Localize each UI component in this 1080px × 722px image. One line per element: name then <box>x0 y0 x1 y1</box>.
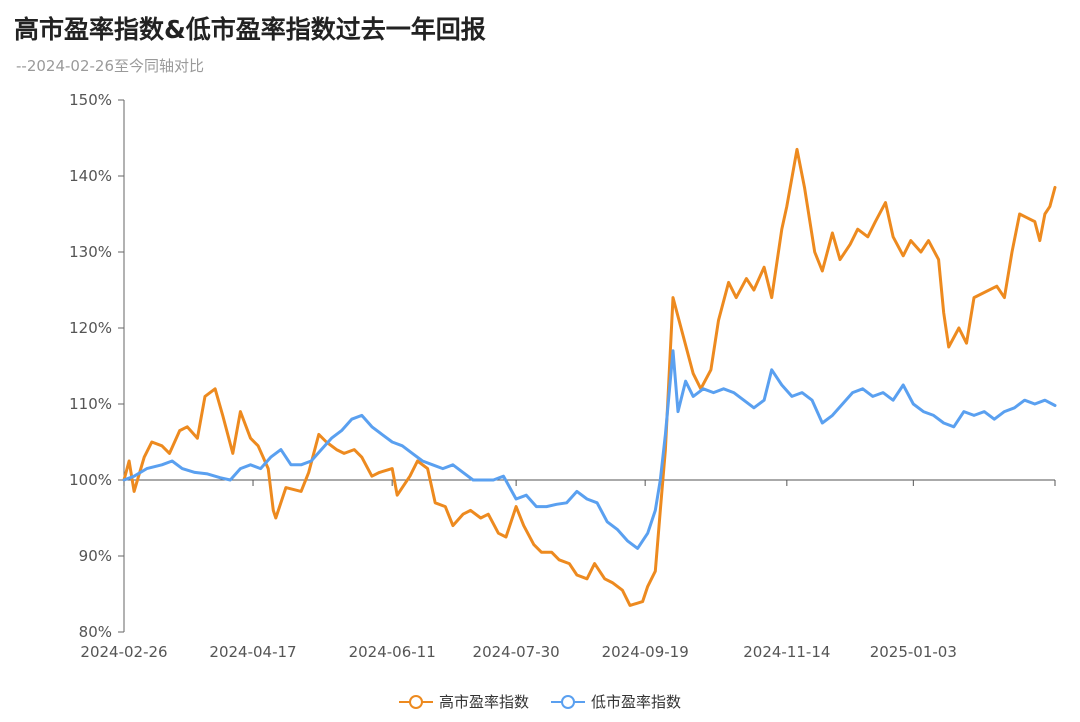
y-tick-label: 120% <box>69 319 112 337</box>
y-tick-label: 140% <box>69 167 112 185</box>
legend-label-high-pe: 高市盈率指数 <box>438 693 529 711</box>
chart-legend: 高市盈率指数 低市盈率指数 <box>0 691 1080 712</box>
x-tick-label: 2024-07-30 <box>473 643 560 661</box>
series-line-high-pe <box>122 147 1057 607</box>
chart-subtitle: --2024-02-26至今同轴对比 <box>16 57 204 75</box>
chart-title: 高市盈率指数&低市盈率指数过去一年回报 <box>14 15 486 44</box>
x-tick-label: 2024-02-26 <box>80 643 167 661</box>
y-tick-label: 130% <box>69 243 112 261</box>
y-tick-label: 100% <box>69 471 112 489</box>
x-tick-label: 2024-06-11 <box>349 643 436 661</box>
legend-label-low-pe: 低市盈率指数 <box>591 693 682 711</box>
legend-marker-high-pe-icon <box>398 694 433 710</box>
legend-item-low-pe[interactable]: 低市盈率指数 <box>551 691 681 712</box>
y-tick-label: 150% <box>69 91 112 109</box>
x-tick-label: 2024-11-14 <box>743 643 830 661</box>
y-tick-label: 110% <box>69 395 112 413</box>
y-tick-label: 90% <box>79 547 112 565</box>
legend-marker-low-pe-icon <box>551 694 585 710</box>
x-tick-label: 2025-01-03 <box>870 643 957 661</box>
y-tick-label: 80% <box>79 623 112 641</box>
series-line-low-pe <box>122 349 1057 550</box>
x-tick-label: 2024-09-19 <box>602 643 689 661</box>
legend-item-high-pe[interactable]: 高市盈率指数 <box>398 691 529 712</box>
x-tick-label: 2024-04-17 <box>209 643 296 661</box>
